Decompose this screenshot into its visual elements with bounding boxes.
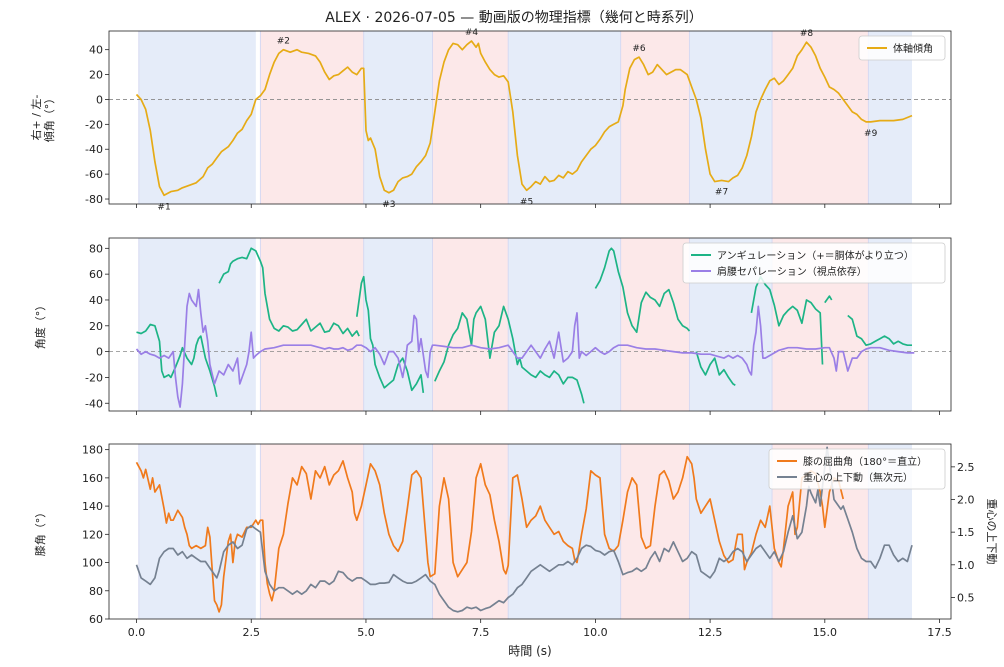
y-axis-label: 膝角（°） [34, 507, 47, 557]
y2-tick-label: 1.5 [957, 526, 975, 539]
y-tick-label: 180 [82, 444, 103, 457]
y-tick-label: 120 [82, 528, 103, 541]
x-tick-label: 17.5 [927, 626, 952, 639]
phase-band [689, 31, 773, 204]
y2-axis-label: 重心の上下動 [985, 499, 999, 565]
phase-band [363, 31, 433, 204]
y-tick-label: 20 [89, 69, 103, 82]
phase-band [620, 31, 690, 204]
phase-band [363, 238, 433, 411]
y2-tick-label: 1.0 [957, 559, 975, 572]
y2-tick-label: 0.5 [957, 591, 975, 604]
y-axis-label: 傾角（°） [42, 93, 56, 143]
phase-band [260, 444, 364, 619]
x-tick-label: 2.5 [242, 626, 260, 639]
plot-frame [108, 30, 952, 205]
legend: 体軸傾角 [858, 35, 946, 61]
y-tick-label: 140 [82, 500, 103, 513]
phase-band [138, 31, 256, 204]
legend: アンギュレーション（+＝胴体がより立つ） 肩腰セパレーション（視点依存） [682, 242, 946, 284]
phase-band [689, 444, 773, 619]
phase-band [508, 238, 621, 411]
peak-annotation: #3 [382, 200, 395, 210]
legend: 膝の屈曲角（180°＝直立） 重心の上下動（無次元） [768, 448, 946, 490]
phase-band [138, 238, 256, 411]
y-tick-label: -80 [85, 193, 103, 206]
y-tick-label: 60 [89, 613, 103, 626]
panel-3: 60 80 100 120 140 160 180 0.5 1.0 1.5 2.0 2.5 0.0 2.5… [34, 443, 999, 658]
y2-tick-label: 2.0 [957, 494, 975, 507]
plot-frame [108, 443, 952, 620]
legend-label: 膝の屈曲角（180°＝直立） [803, 455, 927, 468]
x-tick-label: 15.0 [813, 626, 838, 639]
y-tick-label: 20 [89, 320, 103, 333]
y-tick-label: 80 [89, 585, 103, 598]
peak-annotation: #2 [277, 37, 290, 47]
y-axis-label: 右+ / 左- [29, 95, 43, 141]
plot-frame [108, 237, 952, 412]
y-tick-label: -20 [85, 118, 103, 131]
x-axis-label: 時間 (s) [508, 644, 551, 658]
series-line-1 [135, 40, 913, 197]
y-tick-label: -60 [85, 168, 103, 181]
peak-annotation: #8 [800, 29, 814, 39]
phase-band [620, 444, 690, 619]
y-tick-label: 80 [89, 242, 103, 255]
legend-label: アンギュレーション（+＝胴体がより立つ） [717, 249, 914, 262]
legend-box [682, 242, 946, 284]
legend-box [858, 35, 946, 61]
phase-band [432, 444, 509, 619]
y-tick-label: 60 [89, 268, 103, 281]
series-line-2 [135, 288, 915, 408]
phase-band [260, 238, 364, 411]
peak-annotation: #7 [715, 187, 728, 197]
x-tick-label: 5.0 [357, 626, 375, 639]
series-line-1 [136, 247, 912, 404]
phase-band [432, 238, 509, 411]
phase-band [138, 444, 256, 619]
figure-title: ALEX · 2026-07-05 — 動画版の物理指標（幾何と時系列） [325, 10, 702, 26]
peak-annotation: #4 [465, 28, 479, 38]
panel-1: #1 #2 #3 #4 #5 #6 #7 #8 #9 -80 -60 -40 -20 0 20 40 右+ / … [29, 28, 952, 212]
y-tick-label: 100 [82, 557, 103, 570]
y-tick-label: 160 [82, 472, 103, 485]
y-tick-label: 40 [89, 44, 103, 57]
y-tick-label: 0 [96, 346, 103, 359]
x-tick-label: 10.0 [583, 626, 608, 639]
legend-box [768, 448, 946, 490]
peak-annotation: #9 [864, 129, 878, 139]
legend-label: 体軸傾角 [893, 42, 933, 55]
x-tick-label: 0.0 [128, 626, 146, 639]
y-tick-label: -40 [85, 397, 103, 410]
x-tick-label: 12.5 [698, 626, 723, 639]
panel-2: -40 -20 0 20 40 60 80 角度（°） アンギュレーション（+＝胴体がより立つ）… [33, 237, 952, 415]
legend-label: 重心の上下動（無次元） [803, 471, 913, 484]
phase-band [508, 31, 621, 204]
y-tick-label: 0 [96, 93, 103, 106]
phase-band [260, 31, 364, 204]
y-tick-label: 40 [89, 294, 103, 307]
peak-annotation: #6 [632, 44, 646, 54]
phase-band [508, 444, 621, 619]
phase-band [772, 31, 869, 204]
y2-tick-label: 2.5 [957, 461, 975, 474]
series-line-2 [135, 446, 913, 613]
y-axis-label: 角度（°） [33, 300, 47, 350]
y-tick-label: -40 [85, 143, 103, 156]
series-line-1 [135, 455, 845, 613]
peak-annotation: #5 [520, 197, 533, 207]
peak-annotation: #1 [157, 202, 170, 212]
phase-band [432, 31, 509, 204]
legend-label: 肩腰セパレーション（視点依存） [717, 265, 867, 278]
x-tick-label: 7.5 [472, 626, 490, 639]
y-tick-label: -20 [85, 371, 103, 384]
